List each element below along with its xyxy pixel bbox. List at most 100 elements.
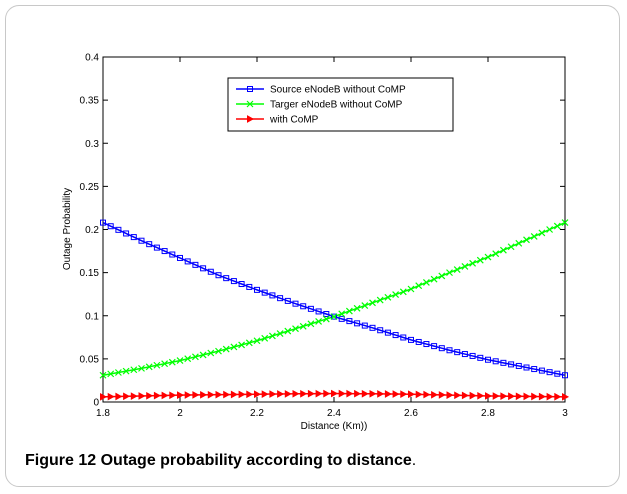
data-point — [492, 392, 500, 400]
data-point — [161, 360, 169, 368]
data-point — [207, 349, 215, 357]
data-point — [323, 389, 331, 398]
data-point — [230, 390, 238, 399]
data-point — [261, 390, 269, 398]
data-point — [407, 285, 415, 293]
data-point — [384, 293, 392, 301]
data-point — [392, 332, 399, 339]
data-point — [438, 345, 445, 352]
data-point — [538, 367, 545, 374]
data-point — [254, 390, 262, 399]
data-point — [269, 390, 277, 398]
data-point — [307, 389, 315, 398]
data-point — [146, 391, 154, 400]
data-point — [123, 392, 131, 401]
data-point — [500, 359, 507, 366]
data-point — [245, 339, 253, 347]
data-point — [453, 266, 461, 273]
data-point — [161, 391, 169, 400]
legend-marker — [247, 86, 253, 92]
data-point — [230, 278, 237, 285]
data-point — [207, 390, 215, 399]
legend-label: Source eNodeB without CoMP — [270, 85, 406, 96]
data-point — [338, 389, 346, 398]
data-point — [538, 229, 546, 237]
data-point — [184, 391, 192, 399]
data-point — [277, 295, 284, 302]
data-point — [292, 389, 300, 398]
data-point — [392, 291, 400, 298]
data-point — [261, 289, 268, 296]
y-tick-label: 0.05 — [80, 354, 100, 365]
data-point — [223, 390, 231, 399]
x-tick-label: 2.8 — [481, 408, 495, 419]
x-tick-label: 2.2 — [250, 408, 264, 419]
data-point — [169, 251, 176, 258]
x-axis-label: Distance (Km)) — [301, 421, 368, 432]
data-point — [268, 332, 276, 340]
data-point — [523, 364, 530, 371]
data-point — [523, 392, 531, 401]
data-point — [223, 275, 230, 282]
data-point — [454, 349, 461, 356]
data-point — [138, 364, 145, 372]
data-point — [192, 391, 200, 399]
data-point — [331, 389, 339, 398]
y-tick-label: 0.15 — [80, 268, 100, 279]
caption-end: . — [411, 452, 417, 469]
data-point — [422, 279, 430, 286]
data-point — [331, 313, 337, 320]
data-point — [530, 232, 538, 240]
x-tick-label: 1.8 — [96, 408, 110, 419]
data-point — [215, 272, 222, 279]
data-point — [315, 389, 323, 398]
data-point — [138, 237, 145, 244]
data-point — [292, 325, 299, 333]
y-tick-label: 0.3 — [85, 139, 99, 150]
y-tick-label: 0.2 — [85, 225, 99, 236]
data-point — [361, 302, 369, 309]
y-axis-ticks: 0 0.05 0.1 0.15 0.2 0.25 0.3 0.35 0.4 — [80, 53, 565, 409]
data-point — [338, 315, 345, 322]
data-point — [254, 286, 260, 293]
data-point — [376, 296, 384, 304]
data-point — [392, 390, 400, 398]
legend-label: with CoMP — [269, 115, 319, 126]
data-point — [477, 391, 485, 400]
data-point — [400, 334, 407, 341]
data-point — [107, 370, 115, 378]
data-point — [354, 389, 362, 398]
data-point — [430, 275, 438, 283]
legend-label: Targer eNodeB without CoMP — [270, 100, 403, 111]
data-point — [431, 390, 439, 399]
data-point — [508, 392, 516, 401]
data-point — [499, 246, 507, 254]
figure-caption: Figure 12 Outage probability according t… — [25, 452, 605, 470]
data-point — [369, 389, 377, 398]
data-point — [553, 222, 561, 230]
data-point — [554, 392, 562, 401]
data-point — [253, 337, 261, 345]
data-point — [485, 356, 491, 363]
data-point — [176, 357, 184, 365]
data-point — [484, 253, 492, 261]
caption-label: Figure 12 — [25, 452, 97, 469]
data-point — [191, 353, 199, 361]
data-point — [292, 300, 299, 307]
data-point — [415, 282, 423, 290]
data-point — [192, 261, 199, 268]
data-point — [284, 390, 292, 398]
data-point — [100, 392, 108, 401]
data-point — [377, 390, 385, 398]
data-point — [238, 390, 246, 399]
data-point — [546, 392, 554, 401]
x-axis-ticks: 1.8 2 2.2 2.4 2.6 2.8 3 — [96, 57, 568, 419]
data-point — [284, 297, 291, 304]
data-point — [168, 358, 176, 366]
data-point — [315, 308, 322, 315]
data-point — [415, 390, 423, 399]
data-point — [115, 226, 122, 233]
data-point — [531, 366, 538, 373]
legend: Source eNodeB without CoMP Targer eNodeB … — [227, 77, 454, 132]
data-point — [492, 358, 499, 365]
